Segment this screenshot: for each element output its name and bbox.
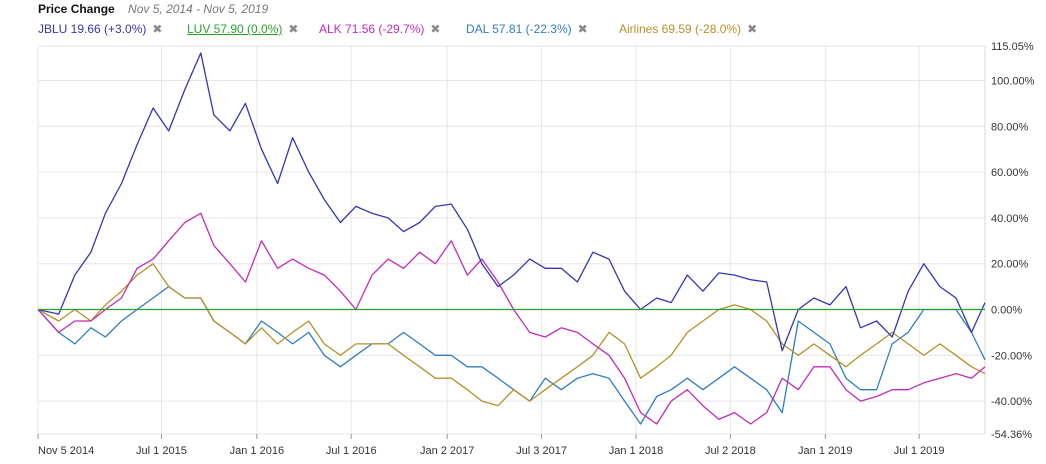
legend-label-alk[interactable]: ALK 71.56 (-29.7%) (319, 22, 425, 36)
x-tick-label: Jan 1 2019 (798, 445, 852, 457)
legend-label-luv[interactable]: LUV 57.90 (0.0%) (187, 22, 283, 36)
remove-series-icon[interactable]: ✖ (288, 22, 299, 36)
y-tick-label: 0.00% (991, 304, 1022, 316)
x-tick-label: Jan 1 2018 (609, 445, 663, 457)
y-tick-label: -54.36% (991, 429, 1032, 441)
x-tick-label: Jul 2 2018 (705, 445, 756, 457)
legend-item-alk[interactable]: ALK 71.56 (-29.7%) ✖ (319, 22, 440, 36)
x-tick-label: Jul 3 2017 (516, 445, 567, 457)
remove-series-icon[interactable]: ✖ (577, 22, 588, 36)
series-line-airlines (37, 263, 986, 407)
x-tick-label: Jul 1 2016 (326, 445, 377, 457)
legend-item-jblu[interactable]: JBLU 19.66 (+3.0%) ✖ (38, 22, 162, 36)
legend-item-luv[interactable]: LUV 57.90 (0.0%) ✖ (187, 22, 298, 36)
legend-item-dal[interactable]: DAL 57.81 (-22.3%) ✖ (466, 22, 588, 36)
plot-area (37, 45, 986, 435)
x-tick-label: Jul 1 2019 (894, 445, 945, 457)
y-tick-label: 40.00% (991, 213, 1029, 225)
chart-title: Price Change (38, 2, 115, 16)
y-tick-label: -40.00% (991, 396, 1032, 408)
legend-label-airlines[interactable]: Airlines 69.59 (-28.0%) (619, 22, 742, 36)
y-tick-label: 115.05% (991, 41, 1034, 53)
x-tick-label: Jul 1 2015 (136, 445, 187, 457)
date-range-label: Nov 5, 2014 - Nov 5, 2019 (128, 2, 269, 16)
y-tick-label: 80.00% (991, 121, 1029, 133)
legend-item-airlines[interactable]: Airlines 69.59 (-28.0%) ✖ (619, 22, 757, 36)
legend-label-dal[interactable]: DAL 57.81 (-22.3%) (466, 22, 572, 36)
x-tick-label: Jan 1 2016 (230, 445, 284, 457)
y-tick-label: 20.00% (991, 259, 1029, 271)
chart-header: Price Change Nov 5, 2014 - Nov 5, 2019 (38, 2, 268, 16)
y-tick-label: -20.00% (991, 350, 1032, 362)
remove-series-icon[interactable]: ✖ (747, 22, 758, 36)
series-line-jblu (37, 52, 986, 352)
y-tick-label: 60.00% (991, 167, 1029, 179)
y-tick-label: 100.00% (991, 75, 1035, 87)
remove-series-icon[interactable]: ✖ (430, 22, 441, 36)
x-tick-label: Nov 5 2014 (38, 445, 94, 457)
x-tick-label: Jan 2 2017 (420, 445, 474, 457)
legend-label-jblu[interactable]: JBLU 19.66 (+3.0%) (38, 22, 147, 36)
remove-series-icon[interactable]: ✖ (152, 22, 163, 36)
